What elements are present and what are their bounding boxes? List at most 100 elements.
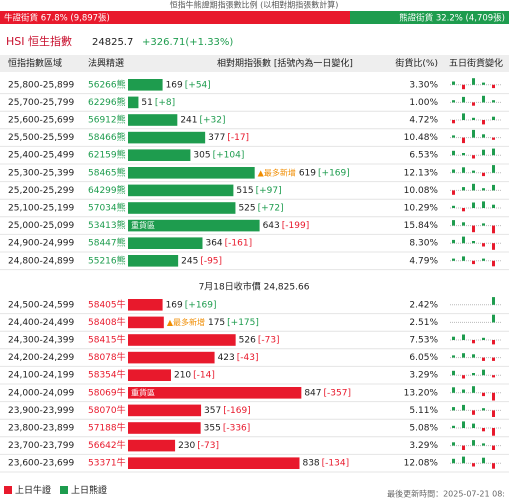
range: 24,200-24,299 — [8, 353, 75, 363]
code[interactable]: 62159熊 — [88, 149, 126, 161]
five-day-bar — [482, 337, 485, 340]
code[interactable]: 56266熊 — [88, 78, 126, 90]
five-day-bar — [462, 187, 465, 191]
count: 364 — [205, 239, 222, 249]
ratio: 10.48% — [404, 133, 439, 143]
five-day-bar — [472, 423, 475, 428]
five-day-bar — [452, 258, 455, 261]
five-day-bar — [462, 84, 465, 90]
five-day-bar — [472, 102, 475, 106]
five-day-bar — [462, 421, 465, 428]
five-day-bar — [452, 458, 455, 464]
count: 847 — [304, 388, 321, 398]
code[interactable]: 64299熊 — [88, 184, 126, 196]
code[interactable]: 62296熊 — [88, 96, 126, 108]
bar — [128, 351, 215, 364]
code[interactable]: 56912熊 — [88, 114, 126, 126]
col-header: 法興精選 — [88, 57, 124, 69]
five-day-bar — [462, 167, 465, 173]
code[interactable]: 58078牛 — [88, 351, 126, 363]
five-day-bar — [492, 225, 495, 234]
code[interactable]: 58069牛 — [88, 386, 126, 398]
five-day-bar — [472, 117, 475, 120]
five-day-bar — [482, 172, 485, 177]
bar — [128, 316, 164, 329]
five-day-bar — [462, 389, 465, 393]
code[interactable]: 57188牛 — [88, 422, 126, 434]
range: 24,800-24,899 — [8, 256, 75, 266]
five-day-bar — [452, 239, 455, 244]
legend-label: 上日牛證 — [15, 484, 51, 496]
five-day-bar — [482, 201, 485, 208]
range: 23,900-23,999 — [8, 406, 75, 416]
change: [-357] — [324, 388, 351, 398]
change: [+72] — [258, 204, 284, 214]
code[interactable]: 58408牛 — [88, 316, 126, 328]
ratio: 4.72% — [409, 116, 438, 126]
legend-swatch — [4, 486, 12, 494]
five-day-bar — [482, 428, 485, 432]
ratio: 2.51% — [409, 318, 438, 328]
code[interactable]: 58405牛 — [88, 298, 126, 310]
five-day-bar — [492, 260, 495, 267]
code[interactable]: 57034熊 — [88, 202, 126, 214]
code[interactable]: 58070牛 — [88, 404, 126, 416]
five-day-bar — [452, 190, 455, 195]
legend-label: 上日熊證 — [71, 484, 107, 496]
range: 24,300-24,399 — [8, 336, 75, 346]
code[interactable]: 58466熊 — [88, 131, 126, 143]
change: [+97] — [256, 186, 282, 196]
change: [+8] — [155, 98, 175, 108]
range: 25,400-25,499 — [8, 151, 75, 161]
ratio: 12.13% — [404, 168, 439, 178]
five-day-bar — [452, 425, 455, 428]
bar — [128, 457, 300, 469]
five-day-bar — [452, 120, 455, 124]
five-day-bar — [452, 387, 455, 393]
five-day-bar — [472, 440, 475, 446]
five-day-bar — [472, 129, 475, 138]
five-day-bar — [462, 96, 465, 103]
five-day-bar — [492, 116, 495, 120]
five-day-bar — [452, 100, 455, 103]
bear-bar — [350, 11, 509, 24]
five-day-bar — [492, 428, 495, 436]
code[interactable]: 56642牛 — [88, 439, 126, 451]
code[interactable]: 58465熊 — [88, 166, 126, 178]
five-day-bar — [472, 386, 475, 393]
five-day-bar — [492, 100, 495, 103]
bar — [128, 131, 206, 144]
count: 355 — [204, 424, 221, 434]
ratio: 2.42% — [409, 300, 438, 310]
count: 838 — [302, 459, 319, 469]
bar — [128, 422, 201, 434]
count: 423 — [218, 353, 235, 363]
five-day-bar — [452, 81, 455, 85]
ratio: 10.29% — [404, 204, 439, 214]
count: 377 — [208, 133, 225, 143]
bear-ratio: 熊證街貨 32.2% (4,709張) — [399, 13, 505, 24]
five-day-bar — [482, 188, 485, 191]
five-day-bar — [462, 208, 465, 212]
five-day-bar — [482, 223, 485, 226]
ratio: 13.20% — [404, 388, 439, 398]
range: 23,700-23,799 — [8, 441, 75, 451]
range: 25,800-25,899 — [8, 80, 75, 90]
ratio: 3.30% — [409, 80, 438, 90]
code[interactable]: 58447熊 — [88, 237, 126, 249]
code[interactable]: 55216熊 — [88, 254, 126, 266]
code[interactable]: 53371牛 — [88, 457, 126, 469]
bar — [128, 255, 179, 267]
code[interactable]: 58354牛 — [88, 369, 126, 381]
five-day-bar — [462, 334, 465, 340]
count: 169 — [166, 300, 183, 310]
code[interactable]: 58415牛 — [88, 334, 126, 346]
five-day-bar — [452, 220, 455, 226]
five-day-bar — [492, 445, 495, 450]
count: 241 — [180, 116, 197, 126]
col-header: 恒指指數區域 — [8, 57, 62, 69]
change: [-169] — [223, 406, 250, 416]
code[interactable]: 53413熊 — [88, 219, 126, 231]
five-day-bar — [452, 370, 455, 376]
